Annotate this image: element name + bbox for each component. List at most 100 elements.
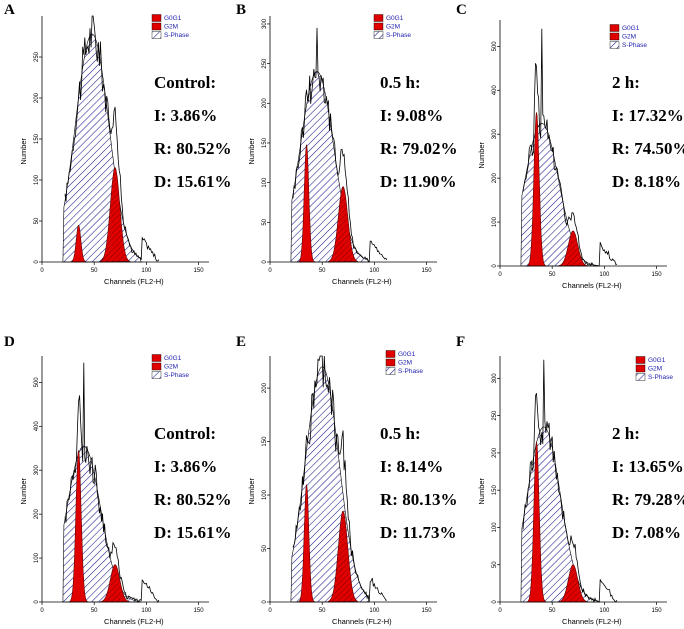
stat-d: D: 11.90% — [380, 172, 457, 191]
x-axis-label: Channels (FL2-H) — [332, 617, 392, 626]
x-tick-label: 100 — [369, 608, 380, 614]
g0g1-peak — [297, 144, 316, 263]
legend-label: S-Phase — [622, 42, 647, 49]
y-tick-label: 0 — [262, 260, 268, 264]
stat-i: I: 3.86% — [154, 106, 217, 125]
panel-letter: D — [4, 334, 15, 350]
y-tick-label: 50 — [262, 545, 268, 552]
legend-label: G2M — [164, 364, 178, 371]
stat-d: D: 15.61% — [154, 172, 231, 191]
x-axis-label: Channels (FL2-H) — [562, 617, 622, 626]
y-tick-label: 200 — [34, 92, 40, 103]
panel-letter: A — [4, 2, 15, 18]
y-tick-label: 300 — [492, 129, 498, 140]
y-tick-label: 150 — [262, 137, 268, 148]
g2m-peak — [327, 510, 358, 603]
legend-swatch — [609, 24, 620, 32]
g2m-peak — [99, 167, 131, 263]
panel-letter: B — [236, 2, 246, 18]
panel-d: D 0 50 100 150 0 100 200 300 400 500 Channels (FL2-… — [4, 334, 231, 626]
stat-d: D: 7.08% — [612, 523, 681, 542]
stat-title: 2 h: — [612, 424, 640, 443]
panel-letter: E — [236, 334, 246, 350]
legend-label: G2M — [622, 34, 636, 41]
y-tick-label: 100 — [492, 522, 498, 533]
legend-swatch — [635, 373, 646, 381]
histogram-outline — [522, 359, 618, 604]
y-axis-label: Number — [19, 477, 28, 504]
y-tick-label: 250 — [492, 410, 498, 421]
legend-swatch — [151, 371, 162, 379]
y-tick-label: 500 — [492, 41, 498, 52]
x-axis-label: Channels (FL2-H) — [332, 277, 392, 286]
legend-swatch — [151, 22, 162, 31]
legend-label: S-Phase — [648, 374, 673, 381]
y-axis-label: Number — [477, 141, 486, 168]
x-tick-label: 100 — [599, 608, 610, 614]
legend-swatch — [151, 14, 162, 22]
x-tick-label: 150 — [194, 268, 205, 274]
x-tick-label: 0 — [268, 608, 272, 614]
y-tick-label: 200 — [262, 98, 268, 109]
x-tick-label: 150 — [652, 272, 663, 278]
legend-swatch — [373, 31, 384, 39]
y-tick-label: 100 — [34, 552, 40, 563]
x-tick-label: 50 — [91, 608, 98, 614]
y-tick-label: 150 — [492, 485, 498, 496]
legend-swatch — [151, 354, 162, 362]
stat-r: R: 74.50% — [612, 139, 684, 158]
stat-i: I: 17.32% — [612, 106, 684, 125]
y-tick-label: 200 — [262, 382, 268, 393]
s-phase-area — [290, 71, 370, 263]
y-tick-label: 50 — [262, 218, 268, 225]
histogram-outline — [292, 355, 387, 603]
y-tick-label: 150 — [262, 436, 268, 447]
x-tick-label: 150 — [652, 608, 663, 614]
legend-label: S-Phase — [398, 368, 423, 375]
x-tick-label: 0 — [498, 272, 502, 278]
panel-a: A 0 50 100 150 0 50 100 150 200 250 Channels (FL2-H… — [4, 2, 231, 286]
g2m-peak — [327, 186, 358, 263]
stat-r: R: 80.52% — [154, 490, 231, 509]
y-tick-label: 300 — [34, 465, 40, 476]
stat-d: D: 11.73% — [380, 523, 457, 542]
legend-label: S-Phase — [164, 32, 189, 39]
x-tick-label: 150 — [422, 268, 433, 274]
x-axis-label: Channels (FL2-H) — [104, 277, 164, 286]
y-axis-label: Number — [247, 137, 256, 164]
x-tick-label: 0 — [40, 608, 44, 614]
x-axis-label: Channels (FL2-H) — [562, 281, 622, 290]
legend-label: G0G1 — [648, 357, 666, 364]
x-tick-label: 0 — [268, 268, 272, 274]
g2m-peak — [99, 564, 130, 603]
legend-swatch — [151, 31, 162, 39]
x-tick-label: 50 — [549, 608, 556, 614]
panel-b: B 0 50 100 150 0 50 100 150 200 250 300 Channels (FL… — [236, 2, 457, 286]
panel-c: C 0 50 100 150 0 100 200 300 400 500 Channels (FL2-… — [456, 2, 684, 290]
legend-label: G2M — [398, 360, 412, 367]
legend-label: G0G1 — [622, 25, 640, 32]
x-tick-label: 100 — [369, 268, 380, 274]
stat-r: R: 80.52% — [154, 139, 231, 158]
y-tick-label: 100 — [34, 174, 40, 185]
y-axis-label: Number — [477, 477, 486, 504]
y-tick-label: 0 — [34, 600, 40, 604]
x-tick-label: 50 — [549, 272, 556, 278]
y-tick-label: 400 — [34, 421, 40, 432]
x-tick-label: 100 — [141, 268, 152, 274]
g2m-peak — [557, 564, 588, 603]
legend-label: S-Phase — [386, 32, 411, 39]
y-tick-label: 0 — [262, 600, 268, 604]
legend-swatch — [385, 367, 396, 375]
legend-label: S-Phase — [164, 372, 189, 379]
histogram-outline — [64, 362, 160, 603]
y-tick-label: 50 — [492, 561, 498, 568]
legend-swatch — [373, 14, 384, 22]
x-tick-label: 150 — [194, 608, 205, 614]
g0g1-peak — [525, 441, 548, 603]
y-tick-label: 500 — [34, 377, 40, 388]
